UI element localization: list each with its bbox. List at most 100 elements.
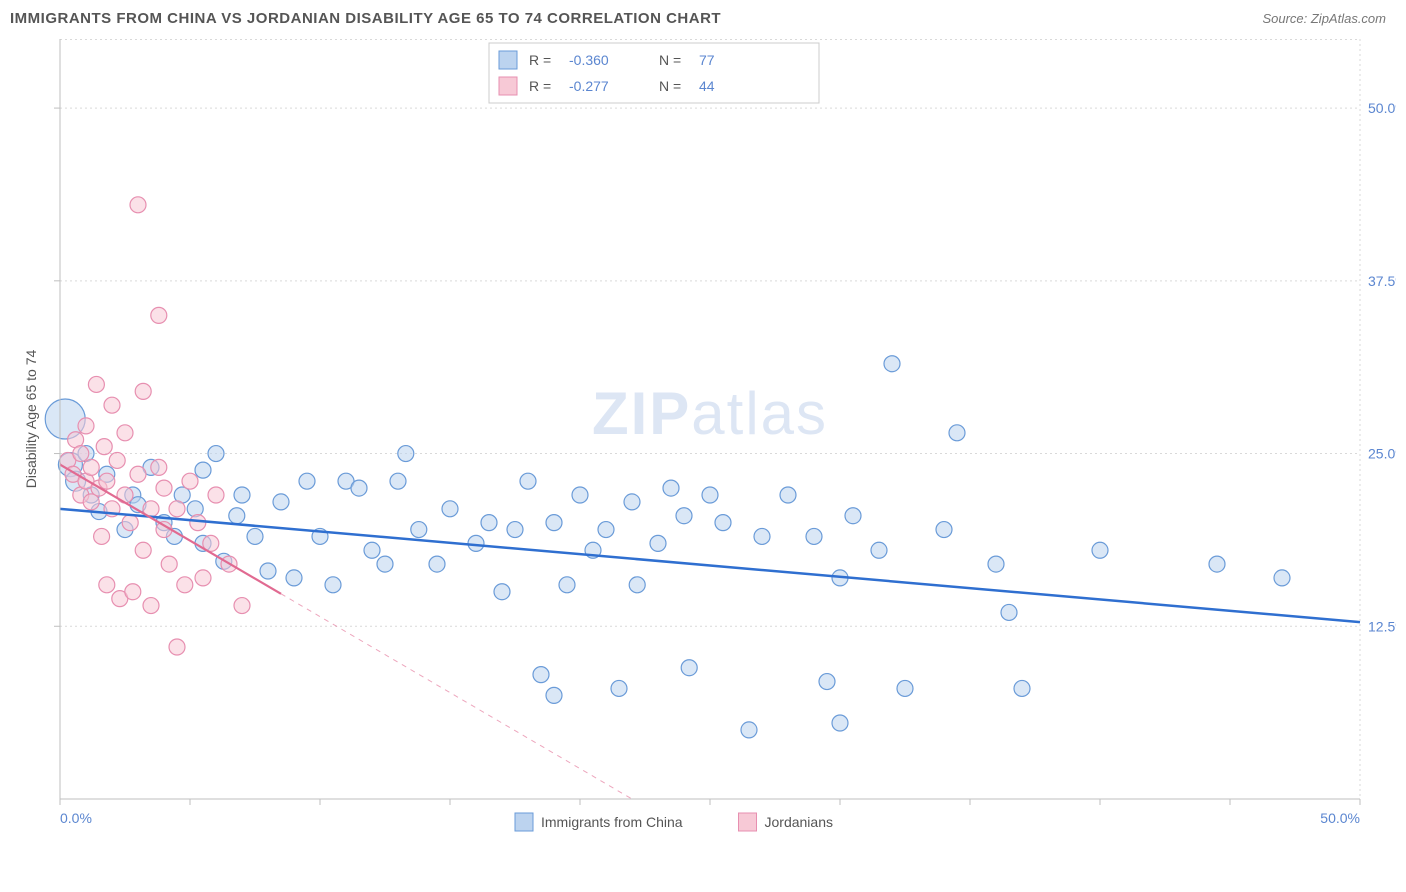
data-point (99, 473, 115, 489)
chart-svg: ZIPatlas0.0%50.0%12.5%25.0%37.5%50.0%Dis… (10, 29, 1396, 849)
data-point (190, 515, 206, 531)
data-point (299, 473, 315, 489)
data-point (195, 462, 211, 478)
data-point (871, 542, 887, 558)
data-point (125, 584, 141, 600)
data-point (442, 501, 458, 517)
data-point (73, 446, 89, 462)
data-point (1001, 604, 1017, 620)
data-point (819, 674, 835, 690)
data-point (845, 508, 861, 524)
data-point (260, 563, 276, 579)
data-point (187, 501, 203, 517)
data-point (109, 452, 125, 468)
data-point (429, 556, 445, 572)
data-point (411, 522, 427, 538)
data-point (832, 715, 848, 731)
legend-swatch (499, 51, 517, 69)
bottom-legend-label: Immigrants from China (541, 814, 683, 830)
data-point (161, 556, 177, 572)
data-point (130, 197, 146, 213)
y-tick-label: 25.0% (1368, 446, 1396, 462)
data-point (398, 446, 414, 462)
data-point (104, 397, 120, 413)
legend-r-label: R = (529, 52, 551, 68)
data-point (195, 570, 211, 586)
data-point (520, 473, 536, 489)
data-point (897, 680, 913, 696)
data-point (273, 494, 289, 510)
data-point (177, 577, 193, 593)
data-point (96, 439, 112, 455)
data-point (325, 577, 341, 593)
y-axis-title: Disability Age 65 to 74 (23, 350, 39, 489)
data-point (533, 667, 549, 683)
data-point (494, 584, 510, 600)
data-point (117, 425, 133, 441)
chart-header: IMMIGRANTS FROM CHINA VS JORDANIAN DISAB… (0, 0, 1406, 29)
data-point (135, 542, 151, 558)
y-tick-label: 12.5% (1368, 618, 1396, 634)
bottom-legend-label: Jordanians (765, 814, 834, 830)
data-point (229, 508, 245, 524)
data-point (481, 515, 497, 531)
data-point (88, 376, 104, 392)
legend-r-value: -0.360 (569, 52, 609, 68)
data-point (208, 446, 224, 462)
data-point (208, 487, 224, 503)
legend-r-label: R = (529, 78, 551, 94)
legend-n-label: N = (659, 78, 681, 94)
data-point (135, 383, 151, 399)
data-point (169, 501, 185, 517)
data-point (94, 528, 110, 544)
data-point (663, 480, 679, 496)
data-point (702, 487, 718, 503)
data-point (988, 556, 1004, 572)
data-point (122, 515, 138, 531)
data-point (936, 522, 952, 538)
correlation-chart: ZIPatlas0.0%50.0%12.5%25.0%37.5%50.0%Dis… (10, 29, 1396, 849)
data-point (390, 473, 406, 489)
data-point (741, 722, 757, 738)
data-point (611, 680, 627, 696)
data-point (151, 459, 167, 475)
x-min-label: 0.0% (60, 810, 92, 826)
data-point (780, 487, 796, 503)
data-point (377, 556, 393, 572)
data-point (949, 425, 965, 441)
legend-swatch (499, 77, 517, 95)
source-link[interactable]: ZipAtlas.com (1311, 11, 1386, 26)
chart-title: IMMIGRANTS FROM CHINA VS JORDANIAN DISAB… (10, 10, 721, 27)
y-tick-label: 50.0% (1368, 100, 1396, 116)
data-point (559, 577, 575, 593)
data-point (182, 473, 198, 489)
y-tick-label: 37.5% (1368, 273, 1396, 289)
data-point (624, 494, 640, 510)
data-point (286, 570, 302, 586)
data-point (351, 480, 367, 496)
data-point (83, 459, 99, 475)
data-point (234, 487, 250, 503)
legend-n-value: 77 (699, 52, 715, 68)
bottom-legend-swatch (515, 813, 533, 831)
data-point (364, 542, 380, 558)
data-point (507, 522, 523, 538)
x-max-label: 50.0% (1320, 810, 1360, 826)
data-point (234, 598, 250, 614)
data-point (130, 466, 146, 482)
data-point (546, 515, 562, 531)
data-point (629, 577, 645, 593)
data-point (806, 528, 822, 544)
data-point (143, 598, 159, 614)
data-point (650, 535, 666, 551)
legend-n-label: N = (659, 52, 681, 68)
data-point (681, 660, 697, 676)
data-point (754, 528, 770, 544)
legend-n-value: 44 (699, 78, 715, 94)
data-point (169, 639, 185, 655)
data-point (572, 487, 588, 503)
data-point (99, 577, 115, 593)
source-prefix: Source: (1262, 11, 1310, 26)
data-point (151, 307, 167, 323)
data-point (78, 418, 94, 434)
